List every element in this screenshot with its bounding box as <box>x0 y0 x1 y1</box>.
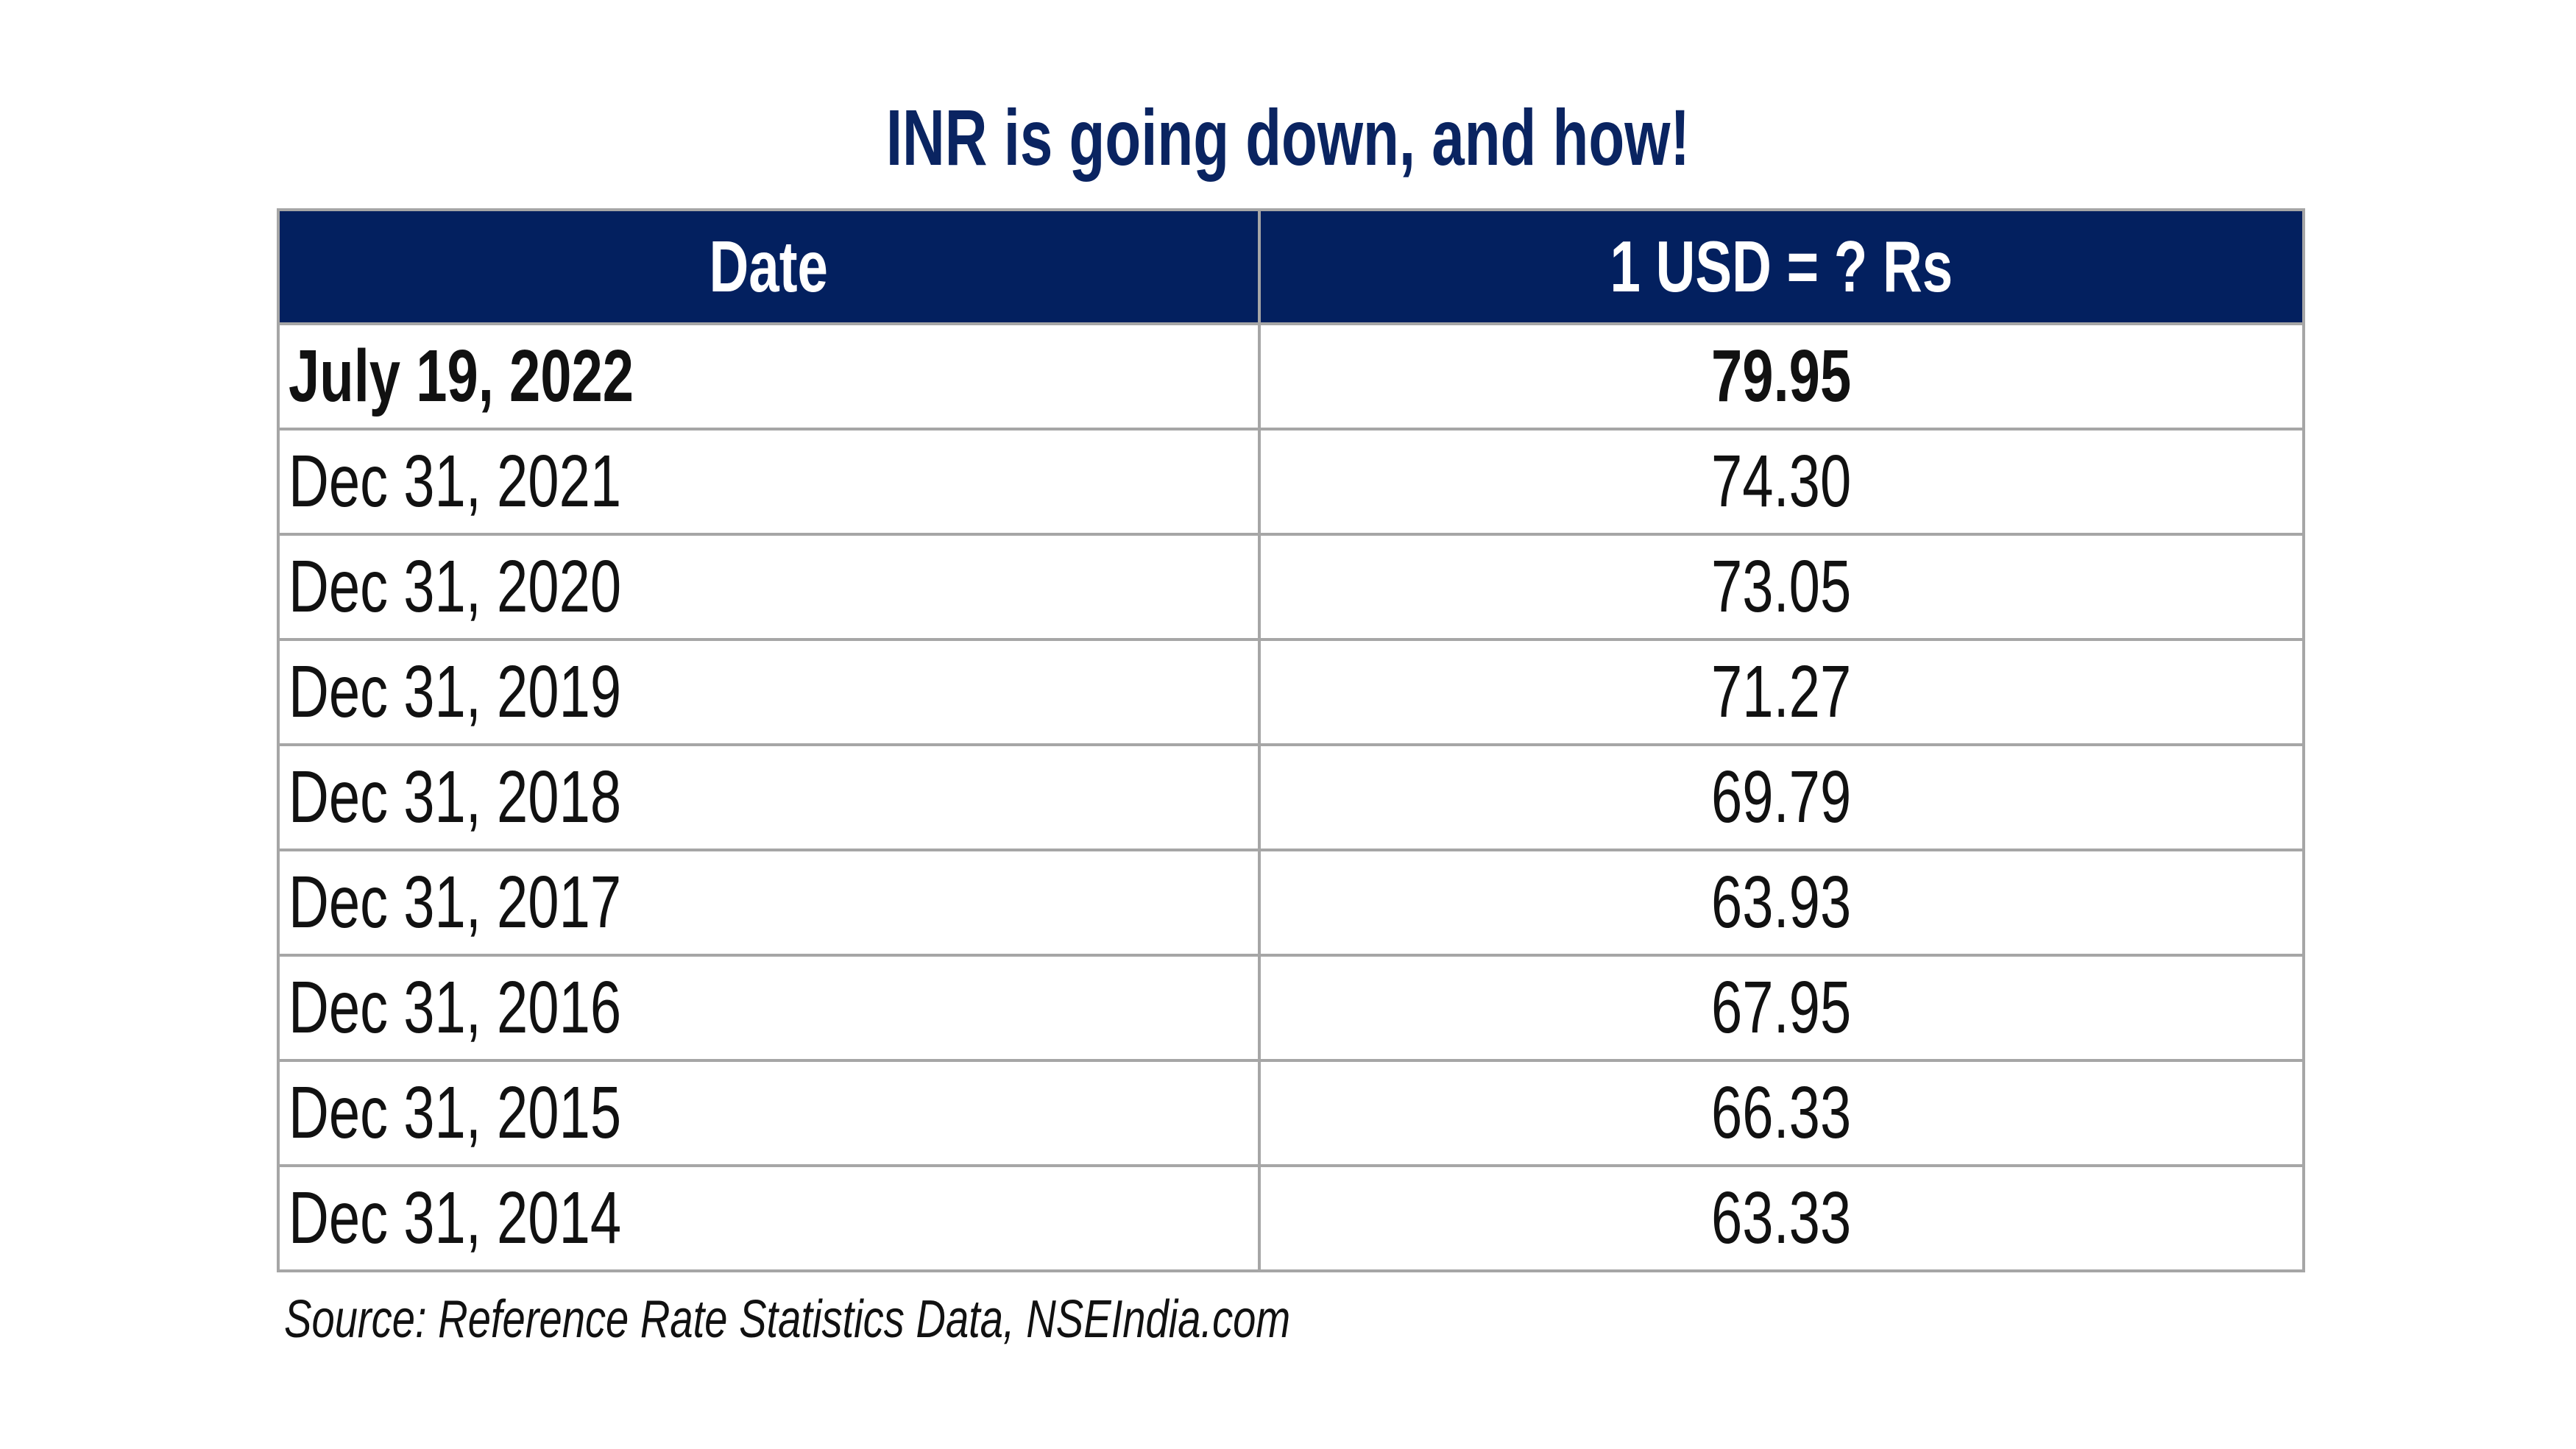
table-row: Dec 31, 2017 63.93 <box>277 849 2305 957</box>
cell-date: Dec 31, 2016 <box>277 954 1261 1062</box>
cell-date: Dec 31, 2021 <box>277 428 1261 536</box>
cell-date: July 19, 2022 <box>277 322 1261 431</box>
cell-rate: 73.05 <box>1258 533 2305 641</box>
cell-rate: 66.33 <box>1258 1059 2305 1167</box>
table-row: Dec 31, 2020 73.05 <box>277 533 2305 641</box>
header-date: Date <box>277 208 1261 325</box>
table-row: Dec 31, 2018 69.79 <box>277 743 2305 851</box>
cell-date: Dec 31, 2017 <box>277 849 1261 957</box>
exchange-rate-table: Date 1 USD = ? Rs July 19, 2022 79.95 De… <box>277 208 2305 1272</box>
cell-date: Dec 31, 2020 <box>277 533 1261 641</box>
chart-title: INR is going down, and how! <box>0 90 2576 185</box>
table-row: Dec 31, 2016 67.95 <box>277 954 2305 1062</box>
table-row: Dec 31, 2019 71.27 <box>277 638 2305 746</box>
cell-rate: 79.95 <box>1258 322 2305 431</box>
cell-date: Dec 31, 2014 <box>277 1164 1261 1272</box>
table-row: Dec 31, 2015 66.33 <box>277 1059 2305 1167</box>
cell-rate: 63.33 <box>1258 1164 2305 1272</box>
cell-date: Dec 31, 2015 <box>277 1059 1261 1167</box>
cell-rate: 69.79 <box>1258 743 2305 851</box>
table-row: Dec 31, 2014 63.33 <box>277 1164 2305 1272</box>
cell-rate: 63.93 <box>1258 849 2305 957</box>
source-note: Source: Reference Rate Statistics Data, … <box>284 1289 1574 1350</box>
cell-rate: 67.95 <box>1258 954 2305 1062</box>
chart-title-text: INR is going down, and how! <box>885 93 1691 182</box>
table-header-row: Date 1 USD = ? Rs <box>277 208 2305 325</box>
cell-rate: 71.27 <box>1258 638 2305 746</box>
cell-date: Dec 31, 2018 <box>277 743 1261 851</box>
table-row: July 19, 2022 79.95 <box>277 322 2305 431</box>
header-rate: 1 USD = ? Rs <box>1258 208 2305 325</box>
source-text: Source: Reference Rate Statistics Data, … <box>284 1290 1291 1349</box>
table-row: Dec 31, 2021 74.30 <box>277 428 2305 536</box>
cell-date: Dec 31, 2019 <box>277 638 1261 746</box>
cell-rate: 74.30 <box>1258 428 2305 536</box>
